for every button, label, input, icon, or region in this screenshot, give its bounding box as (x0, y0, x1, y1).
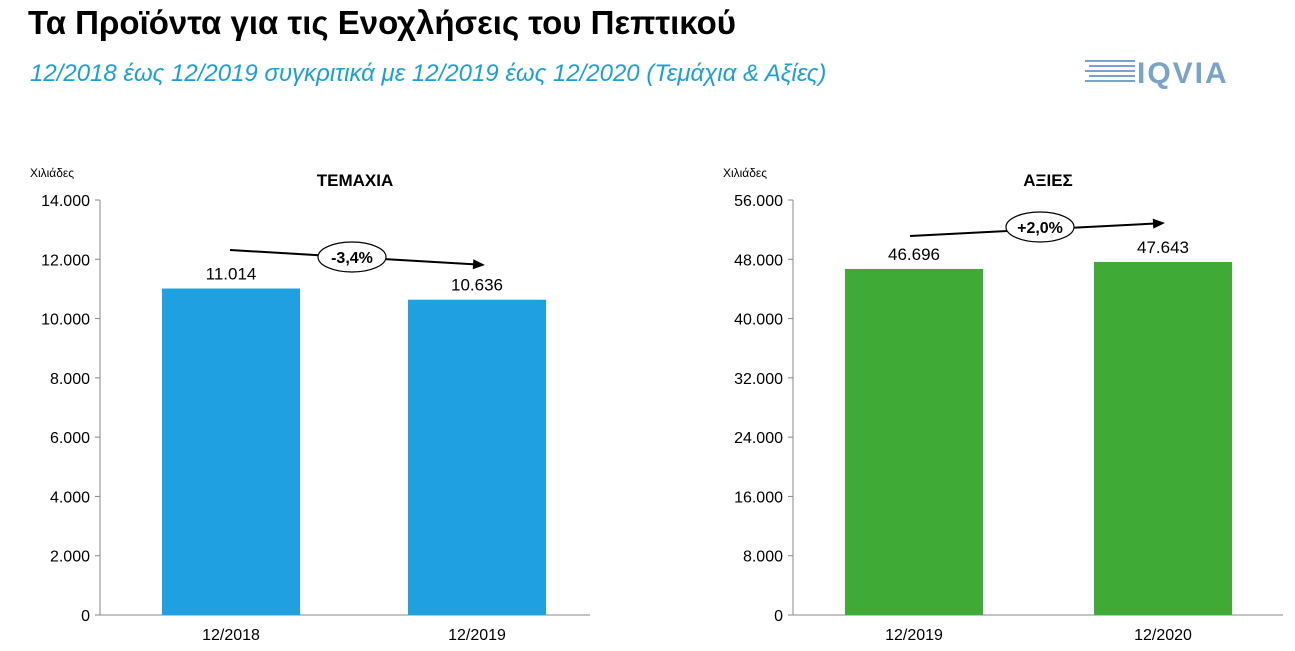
y-tick-label: 16.000 (734, 489, 783, 506)
page-title: Τα Προϊόντα για τις Ενοχλήσεις του Πεπτι… (28, 4, 736, 41)
change-badge (1005, 211, 1075, 243)
bar (408, 299, 546, 615)
x-tick-label: 12/2020 (1134, 627, 1192, 644)
y-tick-label: 24.000 (734, 430, 783, 447)
y-axis-label: Χιλιάδες (30, 166, 74, 180)
y-tick-label: 10.000 (41, 312, 90, 329)
y-tick-label: 48.000 (734, 252, 783, 269)
y-tick-label: 12.000 (41, 252, 90, 269)
y-tick-label: 8.000 (743, 549, 783, 566)
data-label: 10.636 (451, 276, 503, 295)
change-badge (317, 241, 387, 273)
y-tick-label: 56.000 (734, 193, 783, 210)
y-tick-label: 2.000 (50, 549, 90, 566)
y-tick-label: 40.000 (734, 312, 783, 329)
y-tick-label: 32.000 (734, 371, 783, 388)
y-tick-label: 14.000 (41, 193, 90, 210)
y-tick-label: 0 (81, 608, 90, 625)
x-tick-label: 12/2019 (448, 627, 506, 644)
data-label: 46.696 (888, 245, 940, 264)
iqvia-logo: IQVIA (1085, 57, 1229, 90)
bar (1094, 261, 1232, 615)
data-label: 11.014 (206, 265, 257, 284)
chart-title: ΤΕΜΑΧΙΑ (317, 171, 394, 190)
bar (845, 268, 983, 615)
x-tick-label: 12/2019 (885, 627, 943, 644)
y-tick-label: 8.000 (50, 371, 90, 388)
y-tick-label: 0 (774, 608, 783, 625)
x-tick-label: 12/2018 (202, 627, 260, 644)
logo-stripes-icon (1085, 60, 1135, 82)
y-axis-label: Χιλιάδες (723, 166, 767, 180)
data-label: 47.643 (1137, 238, 1189, 257)
arrow-head-icon (1152, 218, 1165, 229)
page-subtitle: 12/2018 έως 12/2019 συγκριτικά με 12/201… (30, 60, 827, 87)
y-tick-label: 6.000 (50, 430, 90, 447)
bar (162, 288, 300, 615)
logo-wordmark: IQVIA (1137, 57, 1229, 90)
units-chart: ΤΕΜΑΧΙΑ Χιλιάδες 0 2.000 4.000 6.000 8.000 10.0… (30, 166, 590, 644)
chart-title: ΑΞΙΕΣ (1023, 171, 1072, 190)
arrow-head-icon (472, 259, 485, 270)
change-label: +2,0% (1017, 220, 1063, 237)
y-tick-label: 4.000 (50, 489, 90, 506)
change-label: -3,4% (331, 250, 373, 267)
